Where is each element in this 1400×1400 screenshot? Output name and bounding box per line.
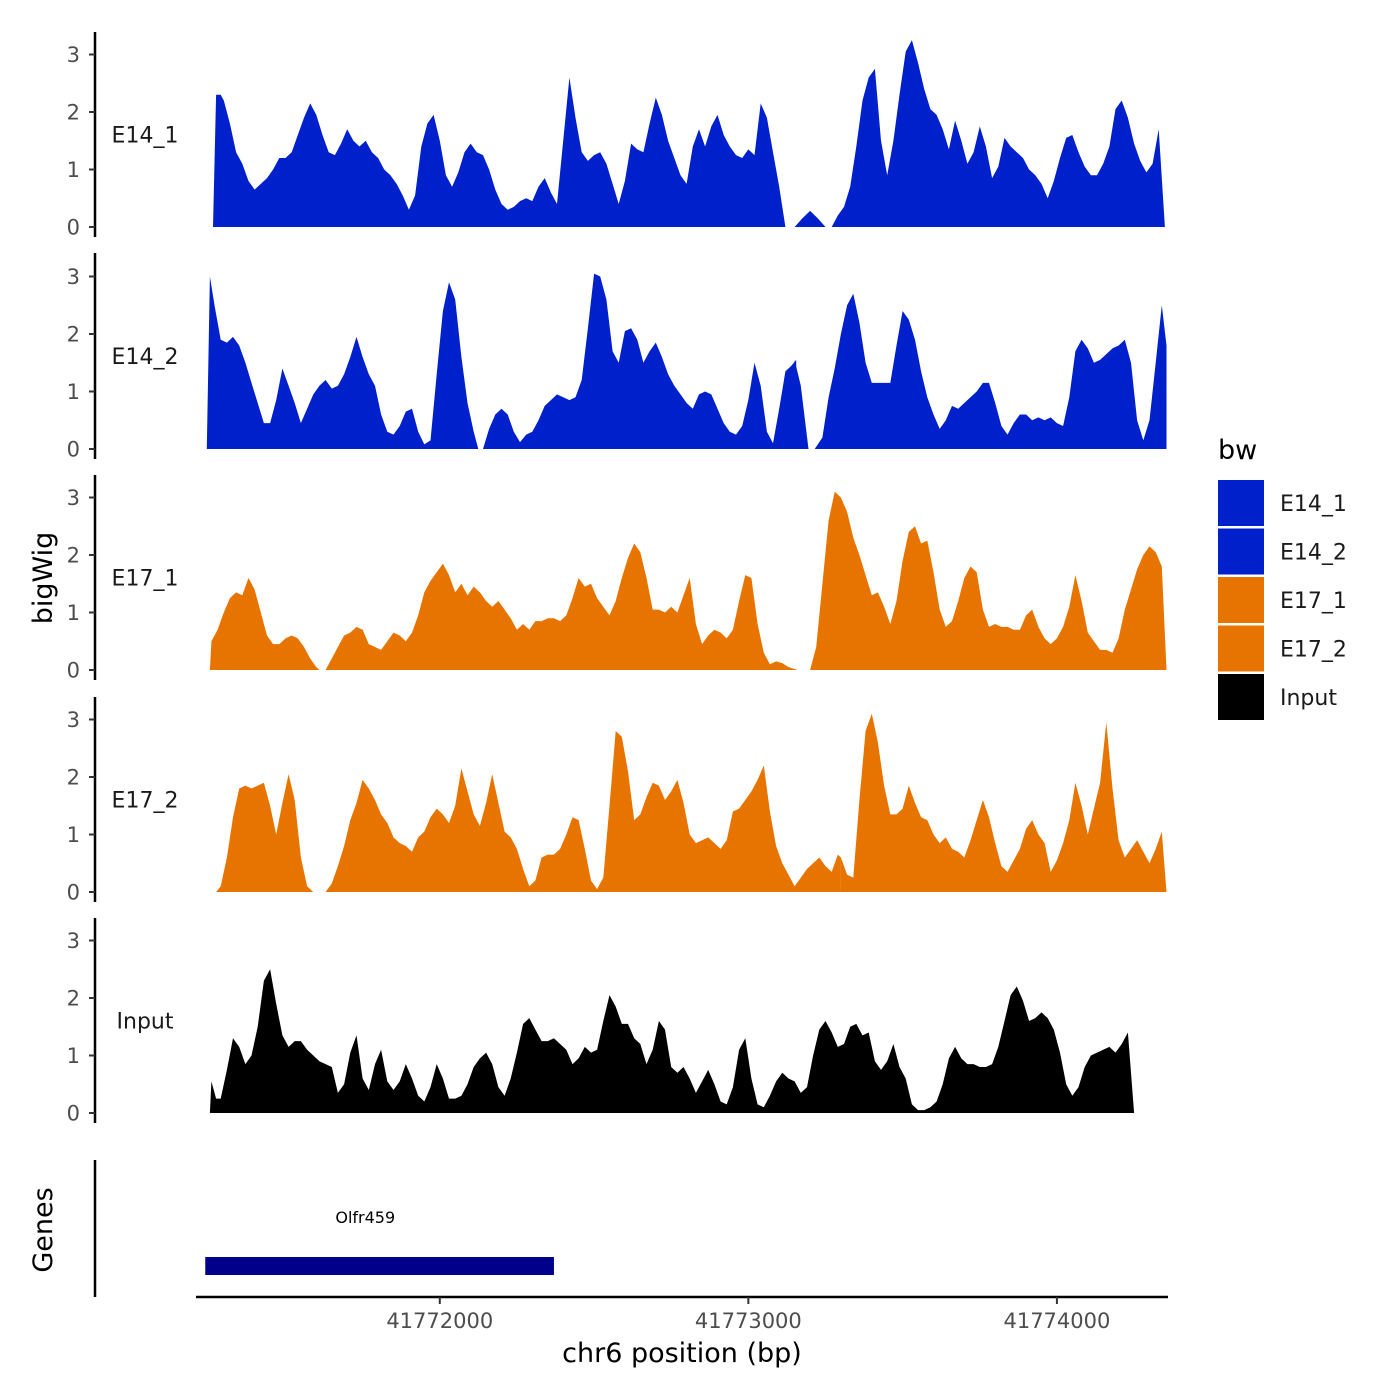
signal-area-e14-2 — [814, 293, 1167, 449]
legend-label-e17-1: E17_1 — [1280, 589, 1347, 614]
signal-area-e14-2 — [483, 273, 797, 449]
x-axis-title: chr6 position (bp) — [562, 1338, 802, 1369]
gene-label: Olfr459 — [335, 1208, 395, 1227]
legend-label-e14-1: E14_1 — [1280, 492, 1347, 517]
signal-area-e17-1 — [209, 578, 320, 670]
y-tick-label: 2 — [67, 987, 80, 1011]
y-tick-label: 2 — [67, 544, 80, 568]
x-tick-label: 41773000 — [695, 1309, 802, 1333]
y-tick-label: 2 — [67, 766, 80, 790]
signal-area-e14-1 — [794, 210, 826, 227]
track-e14-1: 0 1 2 3 E14_1 — [67, 32, 1165, 240]
y-tick-label: 1 — [67, 158, 80, 182]
signal-area-e14-1 — [213, 77, 786, 227]
track-label: E17_2 — [112, 789, 179, 814]
y-tick-label: 3 — [67, 43, 80, 67]
legend-swatch-e17-2 — [1218, 625, 1264, 672]
signal-area-e14-2 — [794, 359, 809, 449]
gene-panel: Olfr459 — [93, 1160, 554, 1297]
y-axis-title: bigWig — [28, 532, 59, 625]
y-tick-label: 0 — [67, 881, 80, 905]
signal-tracks: 0 1 2 3 E14_1 0 1 2 3 E14_2 0 1 2 3 E17_1 0 1 2 3 E17_2 0 1 2 3… — [67, 32, 1167, 1126]
y-tick-label: 1 — [67, 1044, 80, 1068]
track-e14-2: 0 1 2 3 E14_2 — [67, 253, 1167, 462]
track-e17-2: 0 1 2 3 E17_2 — [67, 697, 1167, 905]
y-tick-label: 2 — [67, 323, 80, 347]
legend-swatch-input — [1218, 674, 1264, 720]
x-axis: 41772000 41773000 41774000 — [196, 1295, 1168, 1333]
legend-label-e14-2: E14_2 — [1280, 541, 1347, 566]
track-label: E14_1 — [112, 124, 179, 149]
track-input: 0 1 2 3 Input — [67, 918, 1135, 1126]
signal-area-e14-1 — [831, 40, 1165, 227]
signal-area-input — [209, 969, 1135, 1113]
track-label: E17_1 — [112, 567, 179, 592]
y-tick-label: 1 — [67, 601, 80, 625]
x-tick-label: 41772000 — [386, 1309, 493, 1333]
y-tick-label: 2 — [67, 101, 80, 125]
y-tick-label: 0 — [67, 1102, 80, 1126]
gene-body-olfr459 — [205, 1257, 554, 1275]
legend-swatch-e17-1 — [1218, 577, 1264, 623]
track-e17-1: 0 1 2 3 E17_1 — [67, 475, 1167, 683]
y-tick-label: 0 — [67, 216, 80, 240]
signal-area-e17-1 — [325, 543, 798, 670]
x-tick-label: 41774000 — [1003, 1309, 1110, 1333]
legend-label-e17-2: E17_2 — [1280, 638, 1347, 663]
track-label: E14_2 — [112, 345, 179, 370]
y-tick-label: 0 — [67, 438, 80, 462]
y-tick-label: 3 — [67, 265, 80, 289]
signal-area-e17-2 — [325, 731, 841, 892]
legend: bw E14_1 E14_2 E17_1 E17_2 Input — [1218, 435, 1347, 720]
y-tick-label: 0 — [67, 659, 80, 683]
signal-area-e17-2 — [216, 774, 318, 892]
signal-area-e17-2 — [840, 713, 1167, 892]
genes-axis-title: Genes — [28, 1187, 59, 1272]
y-tick-label: 3 — [67, 929, 80, 953]
signal-area-e17-1 — [810, 491, 1167, 670]
y-tick-label: 1 — [67, 380, 80, 404]
signal-area-e14-2 — [206, 276, 479, 449]
legend-swatch-e14-1 — [1218, 480, 1264, 526]
y-tick-label: 3 — [67, 486, 80, 510]
legend-title: bw — [1218, 435, 1257, 466]
y-tick-label: 1 — [67, 823, 80, 847]
y-tick-label: 3 — [67, 708, 80, 732]
track-label: Input — [117, 1010, 174, 1035]
legend-label-input: Input — [1280, 686, 1337, 711]
legend-swatch-e14-2 — [1218, 528, 1264, 575]
